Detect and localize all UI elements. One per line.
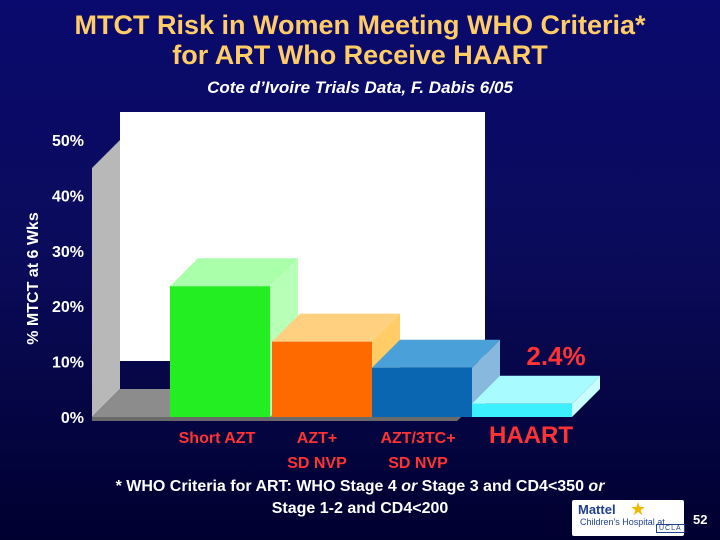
y-tick-label: 40% [52, 188, 84, 205]
y-tick-label: 20% [52, 299, 84, 316]
data-label: 2.4% [526, 341, 585, 371]
slide-title: MTCT Risk in Women Meeting WHO Criteria*… [0, 10, 720, 70]
data-label: 23.6% [225, 234, 279, 255]
slide-title-line2: for ART Who Receive HAART [172, 40, 548, 70]
slide-subtitle: Cote d’Ivoire Trials Data, F. Dabis 6/05 [207, 78, 513, 97]
bar-top [472, 375, 600, 404]
bar-side [572, 375, 600, 417]
category-label: HAART [489, 422, 573, 449]
y-tick-label: 0% [61, 410, 84, 427]
footnote-or-2: or [588, 478, 605, 495]
page-number: 52 [693, 512, 708, 527]
footnote-or-1: or [401, 478, 418, 495]
footnote-line1-mid: Stage 3 and CD4<350 [417, 478, 589, 495]
bar-top [372, 339, 500, 368]
footnote: * WHO Criteria for ART: WHO Stage 4 or S… [30, 476, 690, 520]
category-label-line2: SD NVP [287, 455, 347, 472]
data-label: 13.6% [328, 290, 382, 311]
slide-title-line1: MTCT Risk in Women Meeting WHO Criteria* [74, 10, 646, 40]
y-tick-label: 30% [52, 244, 84, 261]
data-label: 8.9% [438, 317, 481, 338]
bar [170, 286, 270, 417]
star-icon: ★ [630, 499, 647, 519]
logo-subtitle: Children's Hospital at [580, 517, 665, 527]
bar [272, 341, 372, 417]
y-tick-label: 10% [52, 355, 84, 372]
footnote-line2: Stage 1-2 and CD4<200 [271, 500, 449, 517]
footnote-line1: * WHO Criteria for ART: WHO Stage 4 or S… [30, 476, 690, 498]
bar [472, 403, 572, 417]
logo-ucla-box: UCLA [656, 524, 685, 533]
bar-top [272, 313, 400, 342]
category-label-line2: SD NVP [388, 455, 448, 472]
plot-floor-edge [92, 389, 485, 421]
bar-top [170, 258, 298, 287]
bar [372, 367, 472, 417]
category-label: AZT/3TC+ [380, 430, 455, 447]
y-axis-label: % MTCT at 6 Wks [25, 212, 42, 345]
y-tick-label: 50% [52, 133, 84, 150]
plot-left-wall [92, 140, 120, 417]
category-label: Short AZT [179, 430, 256, 447]
logo-wordmark: Mattel [578, 502, 616, 517]
footnote-line1-pre: * WHO Criteria for ART: WHO Stage 4 [115, 478, 402, 495]
category-label: AZT+ [297, 430, 337, 447]
hospital-logo: Mattel ★ Children's Hospital at UCLA [572, 499, 685, 536]
